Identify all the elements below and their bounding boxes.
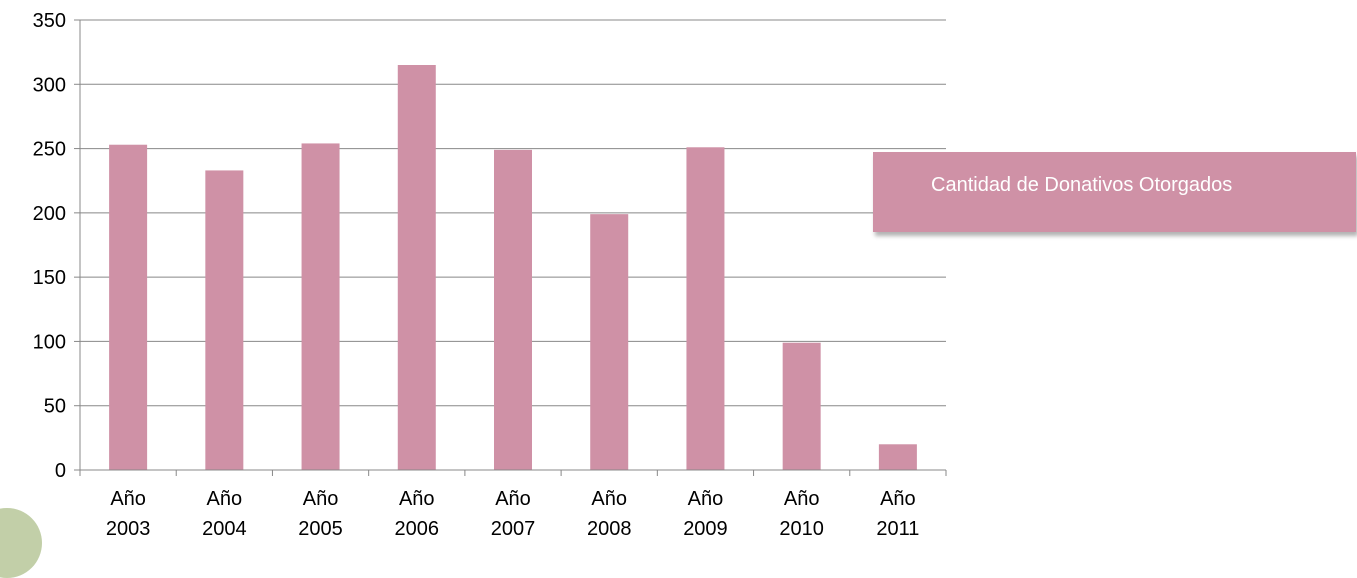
x-tick-label: Año 2007 — [491, 488, 536, 540]
x-tick-label: Año 2009 — [683, 488, 728, 540]
bar — [686, 147, 725, 471]
y-tick-label: 350 — [33, 10, 66, 32]
y-tick-label: 0 — [55, 460, 66, 482]
bar — [494, 149, 532, 470]
y-axis-ticks: 0 50 100 150 200 250 300 350 — [33, 10, 80, 482]
legend: Cantidad de Donativos Otorgados — [873, 152, 1356, 232]
x-tick-label: Año 2005 — [298, 488, 343, 540]
x-tick-label: Año 2006 — [395, 488, 440, 540]
y-tick-label: 50 — [44, 396, 66, 418]
x-tick-label: Año 2003 — [106, 488, 151, 540]
bar — [878, 444, 917, 470]
bar — [109, 144, 148, 470]
y-tick-label: 250 — [33, 139, 66, 161]
y-tick-label: 300 — [33, 74, 66, 96]
bar — [782, 342, 821, 470]
y-tick-label: 100 — [33, 331, 66, 353]
bars — [109, 65, 917, 471]
x-axis-ticks: Año 2003 Año 2004 Año 2005 Año 2006 Año 2007 Año 20… — [79, 470, 947, 540]
bar — [205, 170, 244, 470]
x-tick-label: Año 2010 — [779, 488, 824, 540]
y-tick-label: 200 — [33, 203, 66, 225]
y-tick-label: 150 — [33, 267, 66, 289]
x-tick-label: Año 2011 — [876, 488, 919, 540]
bar — [301, 143, 340, 470]
x-tick-label: Año 2008 — [587, 488, 632, 540]
x-tick-label: Año 2004 — [202, 488, 247, 540]
axes — [79, 20, 946, 471]
bar — [397, 65, 436, 470]
bar — [590, 214, 629, 470]
legend-label: Cantidad de Donativos Otorgados — [931, 174, 1233, 196]
